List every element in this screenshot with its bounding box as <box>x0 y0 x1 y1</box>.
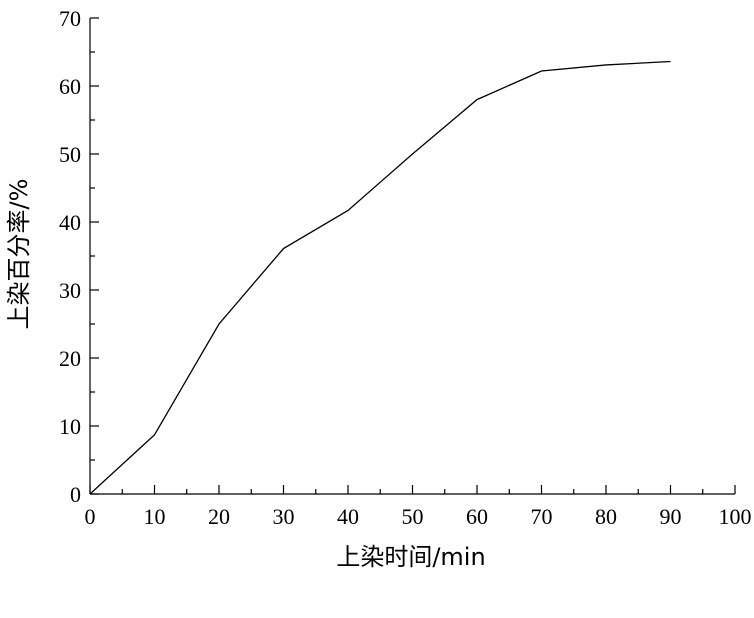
y-tick-label: 30 <box>59 278 81 303</box>
x-tick-label: 70 <box>531 504 553 529</box>
y-tick-label: 10 <box>59 414 81 439</box>
x-tick-label: 60 <box>466 504 488 529</box>
series-group <box>89 60 671 495</box>
x-axis-ticks: 0 10 20 30 40 50 60 70 80 90 100 <box>85 485 752 529</box>
y-axis-title: 上染百分率/% <box>5 179 33 330</box>
x-axis-title: 上染时间/min <box>336 543 485 571</box>
x-tick-label: 40 <box>337 504 359 529</box>
y-tick-label: 50 <box>59 142 81 167</box>
x-tick-label: 80 <box>595 504 617 529</box>
x-tick-label: 10 <box>144 504 166 529</box>
series-line <box>89 60 671 495</box>
x-tick-label: 20 <box>208 504 230 529</box>
plot-area: 0 10 20 30 40 50 60 70 80 90 100 0 10 20 30 40 50 60 70 <box>59 6 752 529</box>
y-tick-label: 0 <box>70 482 81 507</box>
y-tick-label: 40 <box>59 210 81 235</box>
x-tick-label: 100 <box>719 504 752 529</box>
x-tick-label: 90 <box>660 504 682 529</box>
x-tick-label: 50 <box>402 504 424 529</box>
y-tick-label: 20 <box>59 346 81 371</box>
x-tick-label: 30 <box>273 504 295 529</box>
x-tick-label: 0 <box>85 504 96 529</box>
y-tick-label: 70 <box>59 6 81 31</box>
y-tick-label: 60 <box>59 74 81 99</box>
y-axis-ticks: 0 10 20 30 40 50 60 70 <box>59 6 99 507</box>
